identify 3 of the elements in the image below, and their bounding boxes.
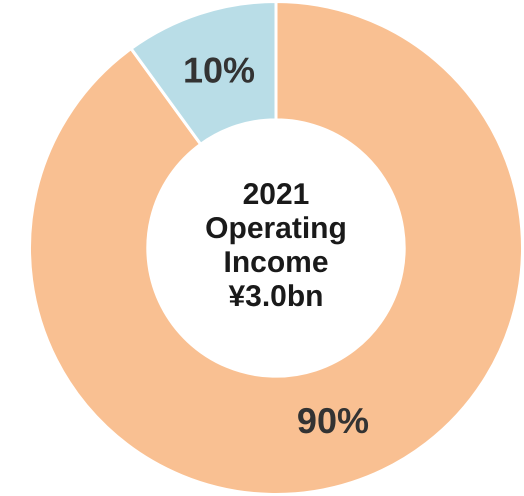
data-label: 10% — [183, 50, 256, 91]
text: 2021 Operating Income ¥3.0bn — [204, 178, 348, 314]
data-label: 90% — [296, 400, 369, 442]
